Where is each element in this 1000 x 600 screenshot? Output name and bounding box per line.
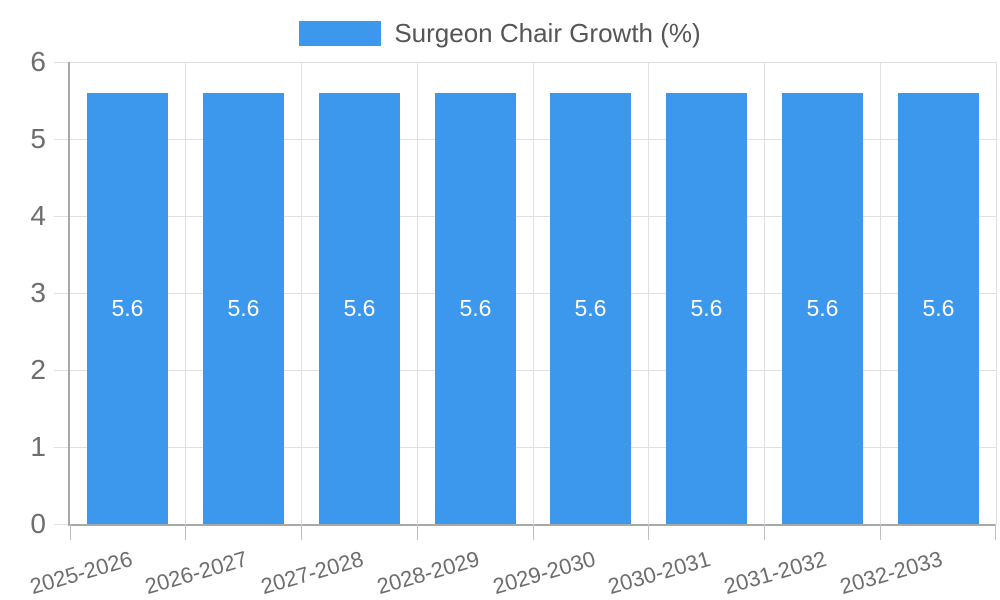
y-axis-tick-label: 2 (30, 354, 46, 385)
bar-value-label: 5.6 (111, 295, 144, 321)
gridline-vertical (764, 62, 765, 524)
x-axis-tick (301, 524, 302, 540)
x-axis-tick (69, 524, 71, 540)
x-axis-tick (532, 524, 534, 540)
legend-series-label: Surgeon Chair Growth (%) (394, 17, 701, 48)
y-axis-tick (54, 61, 68, 63)
legend-swatch (299, 20, 382, 46)
x-axis-category-label: 2031-2032 (721, 546, 830, 600)
x-axis-category-label: 2027-2028 (258, 546, 367, 600)
y-axis-tick-label: 1 (30, 431, 46, 462)
x-axis-tick (879, 524, 881, 540)
x-axis-category-label: 2026-2027 (142, 546, 251, 600)
y-axis-tick (54, 292, 68, 294)
bar-value-label: 5.6 (806, 295, 839, 321)
gridline-vertical (185, 62, 187, 524)
y-axis-tick-label: 5 (30, 123, 46, 154)
gridline-vertical (648, 62, 650, 524)
y-axis-tick-label: 0 (30, 508, 46, 539)
y-axis-tick-label: 3 (30, 277, 46, 308)
bar-2032-2033[interactable]: 5.6 (898, 93, 979, 524)
bar-2027-2028[interactable]: 5.6 (319, 93, 400, 524)
x-axis-category-label: 2025-2026 (26, 546, 135, 600)
bar-2029-2030[interactable]: 5.6 (550, 93, 631, 524)
bar-2026-2027[interactable]: 5.6 (203, 93, 284, 524)
y-axis-tick (54, 523, 68, 525)
x-axis-category-label: 2030-2031 (605, 546, 714, 600)
bar-2028-2029[interactable]: 5.6 (435, 93, 516, 524)
gridline-vertical (879, 62, 881, 524)
bar-value-label: 5.6 (574, 295, 607, 321)
x-axis-tick (764, 524, 765, 540)
x-axis-tick (416, 524, 418, 540)
bar-value-label: 5.6 (227, 295, 260, 321)
gridline-vertical (301, 62, 302, 524)
gridline-vertical (995, 62, 997, 524)
y-axis-tick (54, 215, 68, 217)
x-axis-category-label: 2029-2030 (489, 546, 598, 600)
bar-2025-2026[interactable]: 5.6 (87, 93, 168, 524)
bar-value-label: 5.6 (922, 295, 955, 321)
bar-2030-2031[interactable]: 5.6 (666, 93, 747, 524)
bar-2031-2032[interactable]: 5.6 (782, 93, 863, 524)
x-axis-category-label: 2028-2029 (373, 546, 483, 600)
y-axis-tick-label: 6 (30, 46, 46, 77)
bar-value-label: 5.6 (690, 295, 723, 321)
y-axis-tick (54, 138, 68, 140)
plot-area: 5.6 5.6 5.6 5.6 5.6 5.6 5.6 5.6 0 1 2 3 4 5 6 2025-202… (27, 46, 997, 599)
x-axis-tick (185, 524, 187, 540)
x-axis-category-label: 2032-2033 (836, 546, 946, 600)
x-axis-tick (648, 524, 650, 540)
y-axis-tick-label: 4 (30, 200, 46, 231)
bar-value-label: 5.6 (343, 295, 376, 321)
y-axis-tick (54, 446, 68, 448)
y-axis-tick (54, 369, 68, 371)
gridline-vertical (416, 62, 418, 524)
gridline-vertical (532, 62, 534, 524)
x-axis-tick (994, 524, 996, 540)
chart-legend[interactable]: Surgeon Chair Growth (%) (0, 17, 1000, 48)
bar-value-label: 5.6 (459, 295, 492, 321)
